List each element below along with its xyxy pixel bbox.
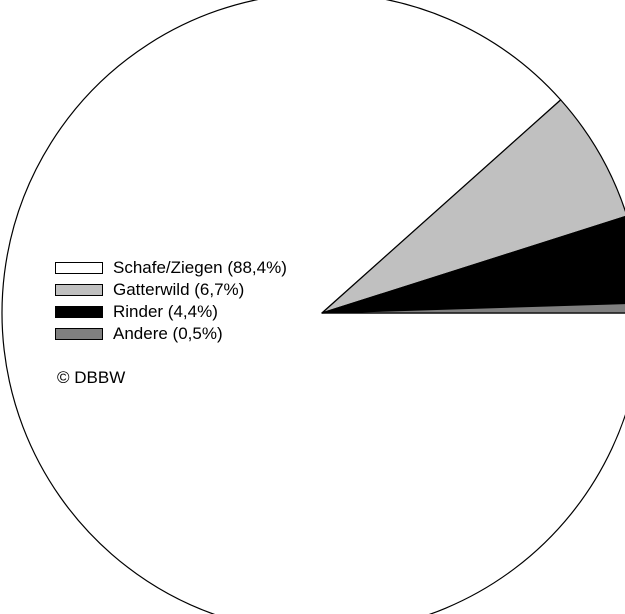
legend-swatch-andere bbox=[55, 328, 103, 340]
pie-slice-gatterwild bbox=[321, 99, 625, 314]
pie-slice-andere bbox=[321, 302, 625, 314]
legend-item-gatterwild: Gatterwild (6,7%) bbox=[55, 279, 287, 301]
legend-label-gatterwild: Gatterwild (6,7%) bbox=[113, 280, 245, 299]
legend-swatch-gatterwild bbox=[55, 284, 103, 296]
legend: Schafe/Ziegen (88,4%) Gatterwild (6,7%) … bbox=[55, 257, 287, 345]
legend-swatch-rinder bbox=[55, 306, 103, 318]
pie-slice-rinder bbox=[321, 216, 625, 314]
legend-item-schafe-ziegen: Schafe/Ziegen (88,4%) bbox=[55, 257, 287, 279]
legend-label-rinder: Rinder (4,4%) bbox=[113, 302, 218, 321]
legend-label-andere: Andere (0,5%) bbox=[113, 324, 223, 343]
legend-swatch-schafe-ziegen bbox=[55, 262, 103, 274]
legend-item-rinder: Rinder (4,4%) bbox=[55, 301, 287, 323]
copyright-notice: © DBBW bbox=[57, 368, 126, 387]
legend-label-schafe-ziegen: Schafe/Ziegen (88,4%) bbox=[113, 258, 287, 277]
legend-item-andere: Andere (0,5%) bbox=[55, 323, 287, 345]
